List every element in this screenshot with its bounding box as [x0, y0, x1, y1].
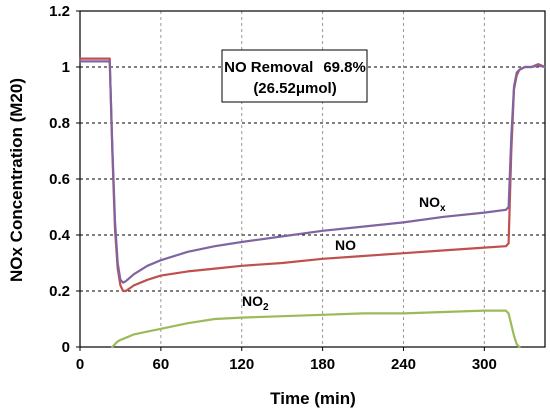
y-tick-label-1: 0.2 — [49, 283, 70, 300]
y-axis-title: NOx Concentration (M20) — [7, 78, 26, 282]
x-axis-title: Time (min) — [270, 389, 356, 408]
y-tick-label-5: 1 — [62, 59, 70, 76]
y-tick-label-2: 0.4 — [49, 227, 71, 244]
x-tick-label-60: 60 — [153, 356, 170, 373]
axis-ticks: 0 60 120 180 240 300 0 0.2 0.4 0.6 0.8 1 1.2 — [49, 3, 497, 373]
annotation-box-border — [221, 49, 368, 103]
annotation-box: NO Removal 69.8% (26.52μmol) — [221, 49, 368, 103]
series-line-nox — [78, 60, 547, 284]
y-tick-label-4: 0.8 — [49, 115, 70, 132]
series-labels: NOx NO NO2 — [242, 194, 446, 313]
x-tick-label-300: 300 — [472, 356, 497, 373]
series-label-no: NO — [335, 237, 356, 253]
annotation-line-1: NO Removal 69.8% — [224, 59, 366, 76]
series-lines — [78, 57, 547, 349]
y-tick-label-0: 0 — [62, 339, 70, 356]
y-tick-label-3: 0.6 — [49, 171, 70, 188]
annotation-line-2: (26.52μmol) — [253, 80, 336, 97]
series-label-no2: NO2 — [242, 293, 269, 313]
x-tick-label-120: 120 — [229, 356, 254, 373]
x-tick-label-240: 240 — [391, 356, 416, 373]
series-label-nox: NOx — [419, 194, 446, 214]
x-tick-label-0: 0 — [76, 356, 84, 373]
x-tick-label-180: 180 — [310, 356, 335, 373]
series-line-no2 — [111, 309, 521, 349]
y-tick-label-6: 1.2 — [49, 3, 70, 20]
